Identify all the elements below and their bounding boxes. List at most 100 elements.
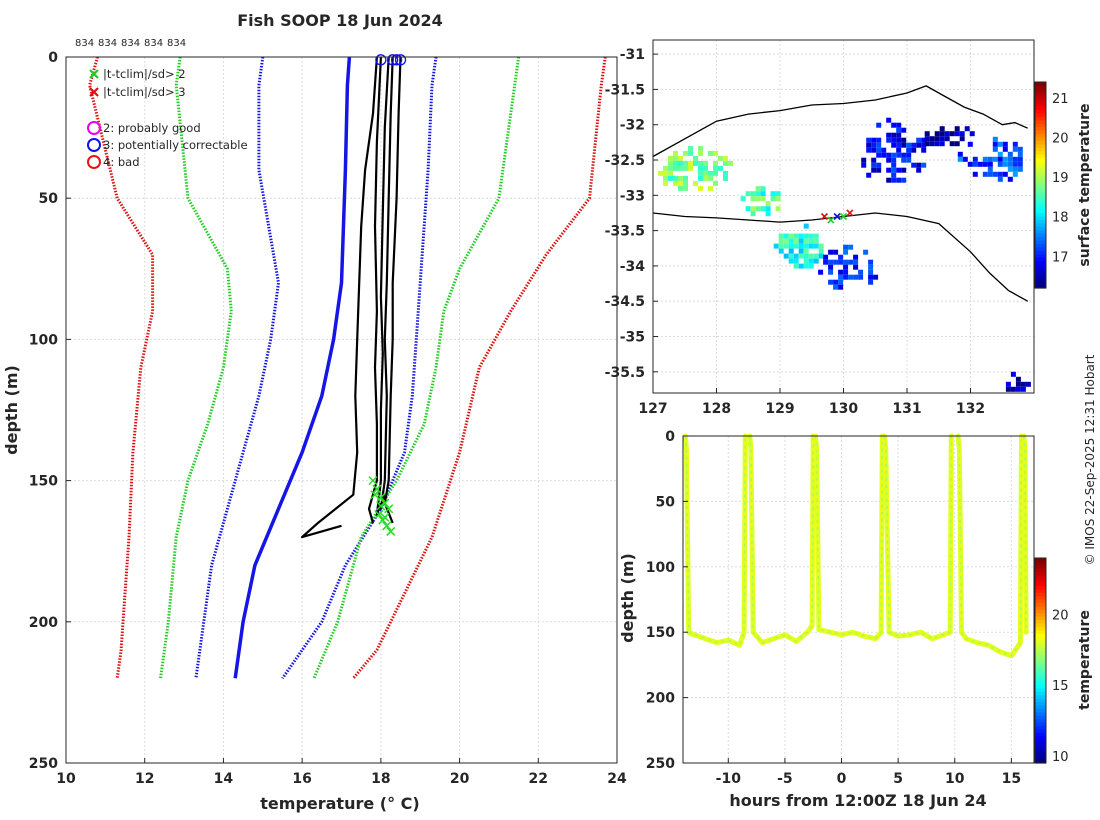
sst-cell <box>866 142 872 148</box>
sst-cell <box>698 160 703 166</box>
y-tick-label: -34.5 <box>605 294 645 310</box>
sst-cell <box>924 131 930 137</box>
legend-circle-marker <box>87 121 101 135</box>
cast-track-detail <box>749 435 814 644</box>
sst-cell <box>813 233 819 239</box>
colorbar-cell <box>1035 253 1046 258</box>
sst-cell <box>1020 386 1026 392</box>
sst-cell <box>708 175 713 181</box>
sst-cell <box>723 170 728 176</box>
colorbar-cell <box>1035 270 1046 275</box>
colorbar-cell <box>1035 558 1046 563</box>
qc-circle-marker <box>394 54 407 66</box>
x-tick-label: -10 <box>716 771 742 787</box>
sst-cell <box>1017 156 1023 162</box>
y-tick-label: -31 <box>620 47 645 63</box>
colorbar-cell <box>1035 119 1046 124</box>
map-axes: 127 128 129 130 131 132 -31 -31.5 -32 -32.5 -33 -33… <box>605 39 1035 417</box>
map-colorbar: 17 18 19 20 21 <box>1034 81 1069 289</box>
sst-cell <box>673 165 678 171</box>
colorbar-cell <box>1035 236 1046 241</box>
colorbar-cell <box>1035 646 1046 651</box>
colorbar-cell <box>1035 681 1046 686</box>
track-marker <box>846 209 854 217</box>
y-tick-label: -31.5 <box>605 82 645 98</box>
sst-cell <box>848 259 854 265</box>
sst-cell <box>1002 171 1008 177</box>
sst-cell <box>939 126 945 132</box>
colorbar-cell <box>1035 752 1046 757</box>
sst-cell <box>1002 141 1008 147</box>
colorbar-cell <box>1035 82 1046 87</box>
colorbar-cell <box>1035 602 1046 607</box>
colorbar-cell <box>1035 698 1046 703</box>
sst-cell <box>713 165 718 171</box>
sst-cell <box>853 259 859 265</box>
colorbar-tick-label: 20 <box>1052 131 1069 146</box>
sst-cell <box>750 211 756 217</box>
sst-cell <box>838 259 844 265</box>
sst-cell <box>992 141 998 147</box>
colorbar-cell <box>1035 102 1046 107</box>
sst-cell <box>916 167 922 173</box>
series-line <box>367 56 382 524</box>
sst-cell <box>808 243 814 249</box>
series-line <box>352 56 607 680</box>
sst-cell <box>818 253 824 259</box>
sst-cell <box>808 233 814 239</box>
sst-cell <box>750 206 756 212</box>
sst-cell <box>881 152 887 158</box>
sst-cell <box>871 137 877 143</box>
colorbar-cell <box>1035 150 1046 155</box>
sst-cell <box>886 167 892 173</box>
colorbar-cell <box>1035 99 1046 104</box>
sst-cell <box>783 238 789 244</box>
sst-cell <box>803 243 809 249</box>
sst-cell <box>939 136 945 142</box>
x-tick-label: 14 <box>214 771 234 787</box>
cast-track <box>955 433 1024 659</box>
colorbar-tick-label: 20 <box>1052 609 1069 624</box>
sst-cell <box>683 180 688 186</box>
sst-cell <box>858 269 864 275</box>
sst-cell <box>891 137 897 143</box>
cast-track <box>682 433 748 648</box>
flag-x-marker <box>384 504 394 514</box>
sst-cell <box>934 136 940 142</box>
sst-cell <box>911 147 917 153</box>
colorbar-cell <box>1035 626 1046 631</box>
flag-x-marker <box>382 521 392 531</box>
sst-cell <box>901 177 907 183</box>
sst-cell <box>967 141 973 147</box>
x-tick-label: 128 <box>702 401 731 417</box>
sst-cell <box>740 196 746 202</box>
y-tick-label: 150 <box>646 625 675 641</box>
sst-cell <box>1007 151 1013 157</box>
sst-cell <box>765 211 771 217</box>
sst-cell <box>1007 161 1013 167</box>
top-label: 834 <box>144 38 163 49</box>
colorbar-cell <box>1035 260 1046 265</box>
sst-cell <box>760 206 766 212</box>
credit-text: © IMOS 22-Sep-2025 12:31 Hobart <box>1083 354 1097 565</box>
sst-cell <box>843 269 849 275</box>
colorbar-cell <box>1035 136 1046 141</box>
colorbar-cell <box>1035 250 1046 255</box>
sst-cell <box>813 238 819 244</box>
sst-cell <box>858 274 864 280</box>
sst-cell <box>896 147 902 153</box>
legend-circle-marker <box>87 138 101 152</box>
x-tick-label: 10 <box>945 771 965 787</box>
colorbar-tick-label: 18 <box>1052 211 1069 226</box>
sst-cell <box>997 161 1003 167</box>
sst-cell <box>698 145 703 151</box>
legend-x-marker <box>89 69 99 79</box>
colorbar-tick-label: 21 <box>1052 92 1069 107</box>
sst-cell <box>750 196 756 202</box>
sst-cell <box>881 147 887 153</box>
legend-label: 3: potentially correctable <box>103 138 248 152</box>
sst-cell <box>843 259 849 265</box>
sst-cell <box>901 127 907 133</box>
sst-cell <box>868 264 874 270</box>
